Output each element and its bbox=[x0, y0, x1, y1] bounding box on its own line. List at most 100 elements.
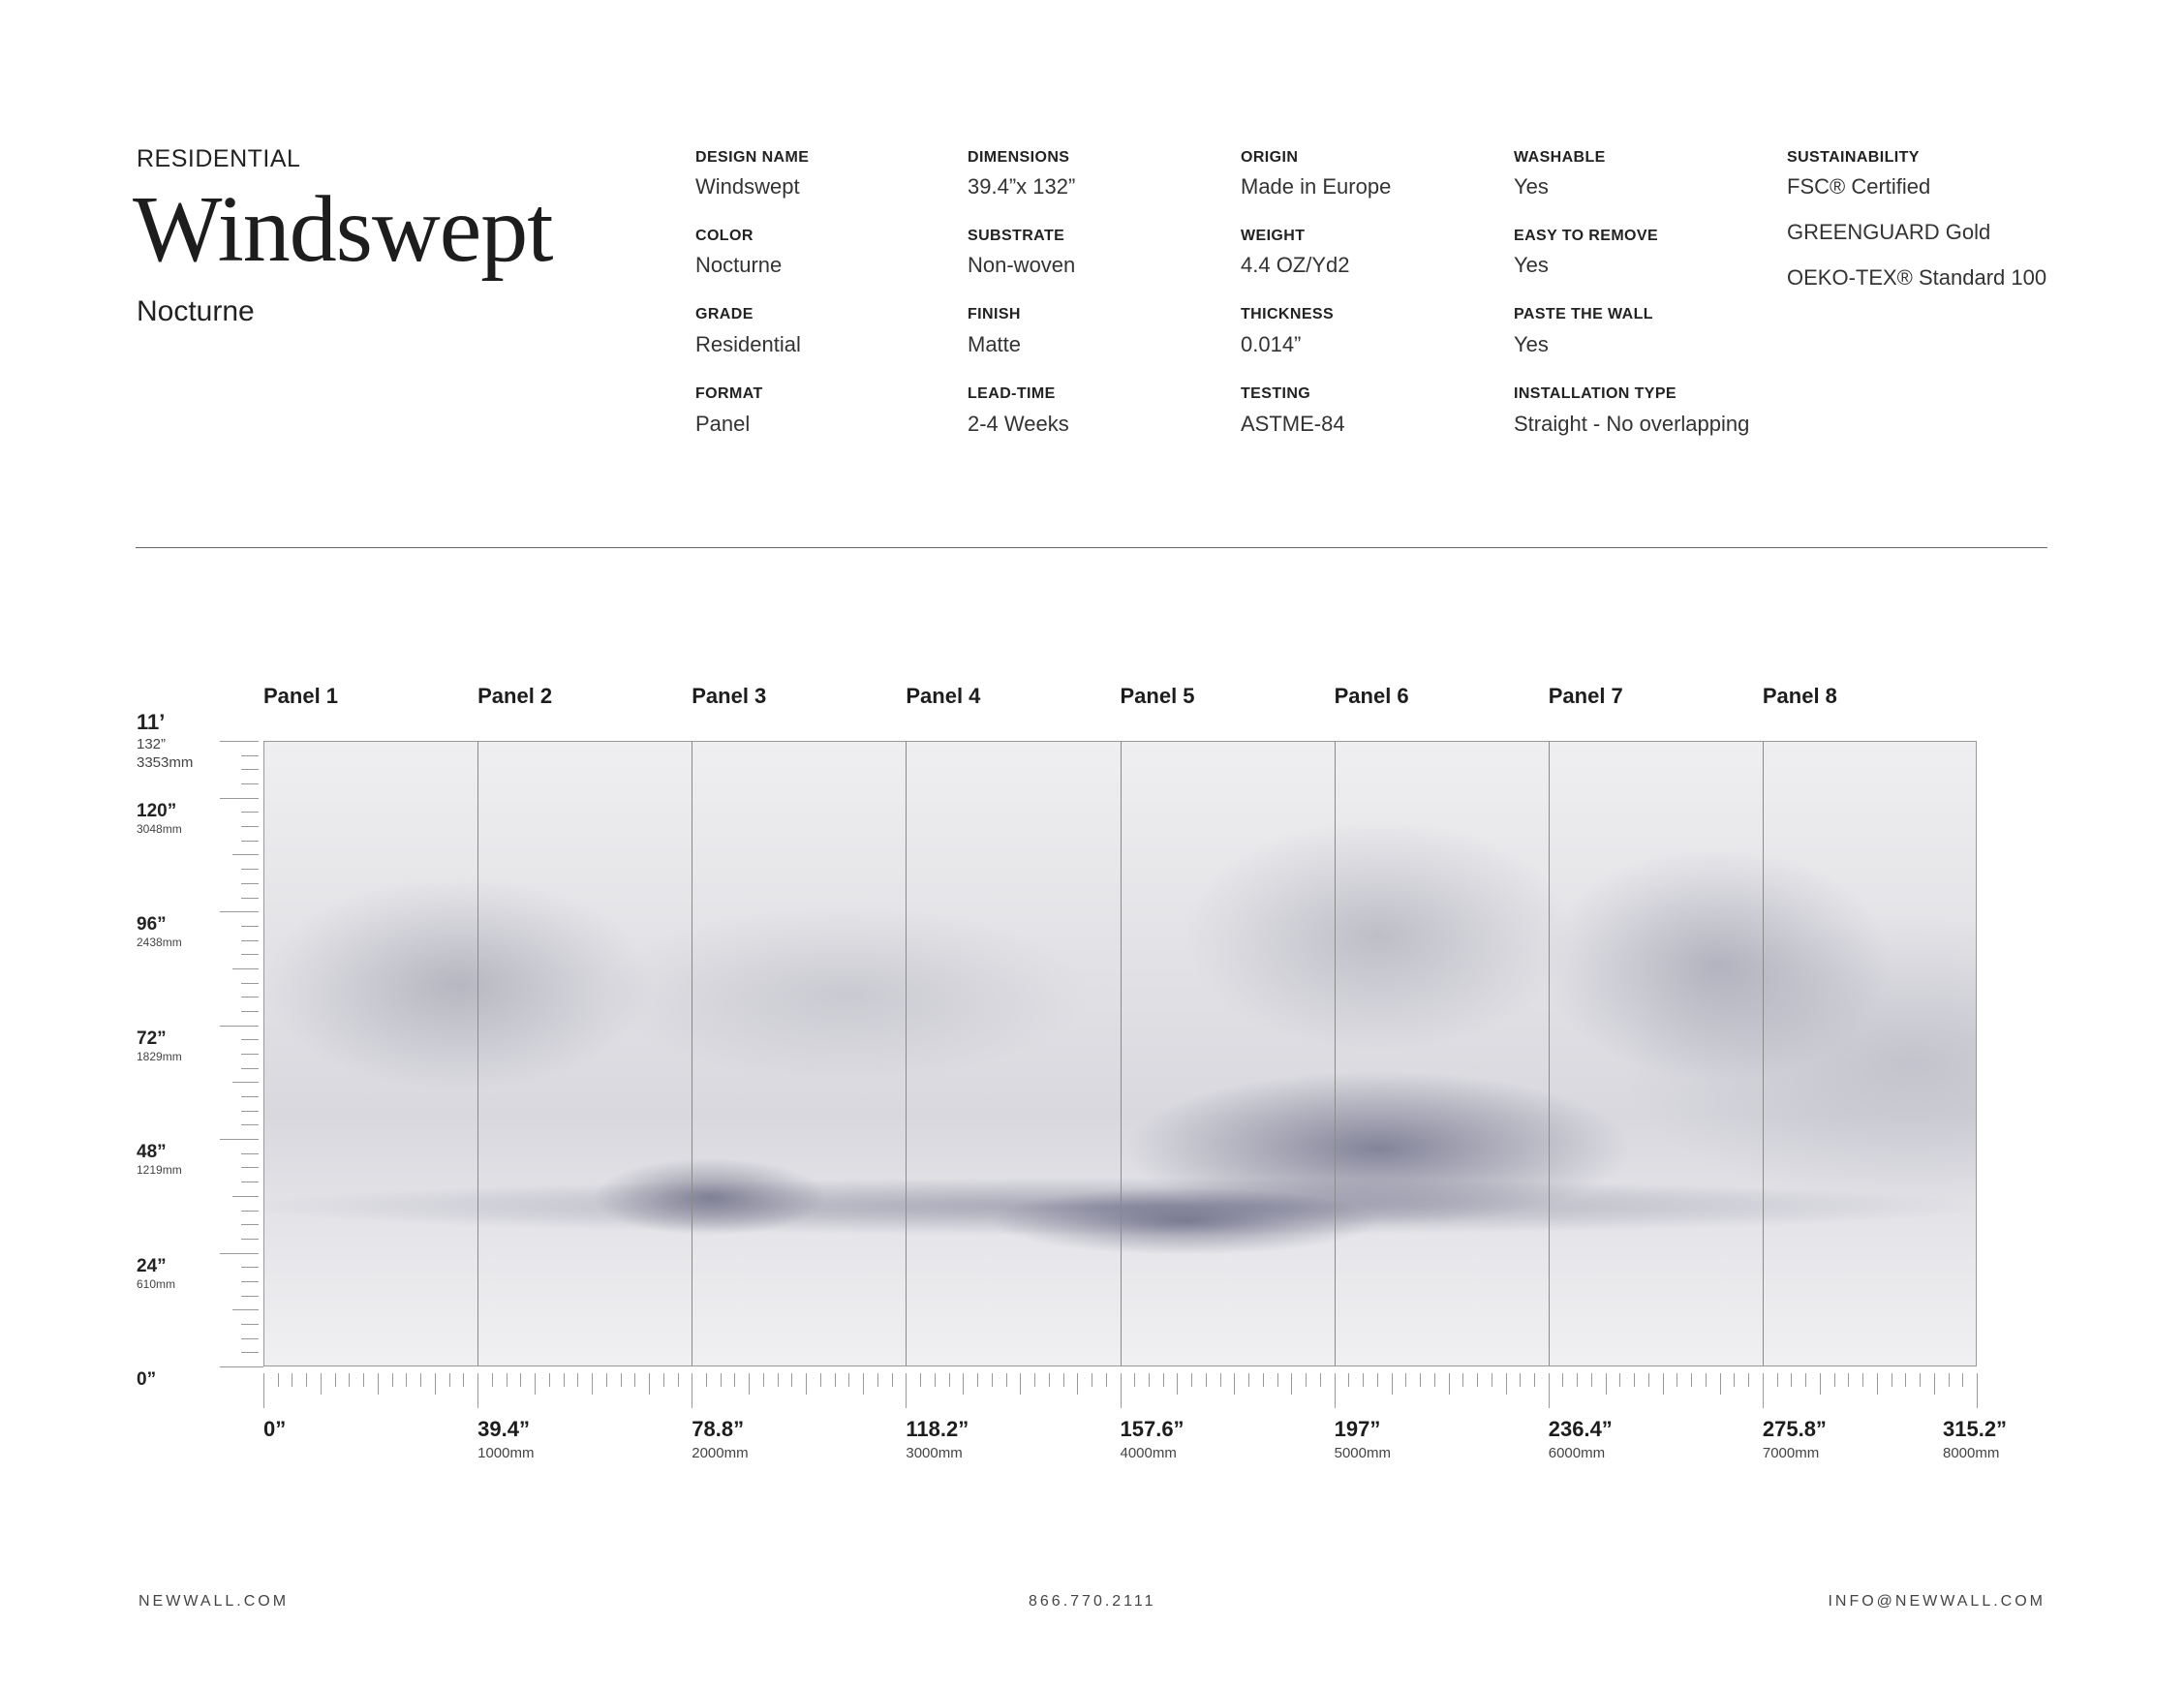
ruler-tick bbox=[349, 1373, 351, 1387]
ruler-tick bbox=[1462, 1373, 1464, 1387]
ruler-tick bbox=[1191, 1373, 1193, 1387]
ruler-tick bbox=[863, 1373, 865, 1395]
sustainability-item: FSC® Certified bbox=[1787, 174, 1931, 199]
ruler-tick bbox=[535, 1373, 537, 1395]
ruler-tick bbox=[1077, 1373, 1079, 1395]
width-mm-label: 3000mm bbox=[906, 1445, 963, 1461]
ruler-tick bbox=[1819, 1373, 1821, 1395]
spec-value: Residential bbox=[695, 332, 801, 356]
sustainability-label: SUSTAINABILITY bbox=[1787, 149, 1920, 166]
ruler-tick bbox=[1234, 1373, 1236, 1395]
panel-label: Panel 8 bbox=[1762, 684, 1837, 708]
ruler-tick bbox=[334, 1373, 336, 1387]
width-inches-label: 118.2” bbox=[906, 1417, 969, 1441]
width-inches-label: 0” bbox=[263, 1417, 287, 1441]
ruler-tick bbox=[241, 1323, 259, 1325]
ruler-tick bbox=[241, 1067, 259, 1069]
ruler-tick bbox=[1177, 1373, 1179, 1395]
ruler-tick bbox=[563, 1373, 565, 1387]
ruler-tick bbox=[391, 1373, 393, 1387]
ruler-tick bbox=[241, 769, 259, 771]
ruler-tick bbox=[241, 954, 259, 956]
ruler-tick bbox=[1876, 1373, 1878, 1395]
ruler-tick bbox=[991, 1373, 993, 1387]
ruler-tick bbox=[1548, 1373, 1550, 1408]
ruler-tick bbox=[263, 1373, 264, 1408]
ruler-tick bbox=[520, 1373, 522, 1387]
ruler-tick bbox=[634, 1373, 636, 1387]
panel-divider bbox=[1548, 742, 1550, 1366]
ruler-tick bbox=[241, 1295, 259, 1297]
height-inches-label: 48” bbox=[137, 1142, 167, 1163]
spec-value: Straight - No overlapping bbox=[1514, 412, 1750, 436]
width-mm-label: 4000mm bbox=[1120, 1445, 1177, 1461]
ruler-tick bbox=[220, 741, 259, 742]
sustainability-item: OEKO-TEX® Standard 100 bbox=[1787, 265, 2047, 290]
ruler-tick bbox=[1148, 1373, 1150, 1387]
ruler-tick bbox=[232, 854, 259, 856]
ruler-tick bbox=[241, 1280, 259, 1282]
ruler-tick bbox=[1477, 1373, 1479, 1387]
ruler-tick bbox=[1577, 1373, 1579, 1387]
height-mm-label: 3048mm bbox=[137, 821, 182, 836]
ruler-tick bbox=[1277, 1373, 1278, 1387]
spec-value: Made in Europe bbox=[1241, 174, 1392, 199]
spec-value: 2-4 Weeks bbox=[968, 412, 1069, 436]
ruler-tick bbox=[1433, 1373, 1435, 1387]
spec-label: THICKNESS bbox=[1241, 306, 1335, 322]
ruler-tick bbox=[662, 1373, 664, 1387]
height-mm-label: 1219mm bbox=[137, 1163, 182, 1178]
ruler-tick bbox=[977, 1373, 979, 1387]
ruler-tick bbox=[1762, 1373, 1764, 1408]
ruler-tick bbox=[241, 1238, 259, 1240]
ruler-tick bbox=[241, 1110, 259, 1112]
ruler-tick bbox=[220, 1139, 259, 1141]
ruler-tick bbox=[806, 1373, 808, 1395]
ruler-tick bbox=[232, 1309, 259, 1311]
ruler-tick bbox=[1719, 1373, 1721, 1395]
footer-website[interactable]: NEWWALL.COM bbox=[138, 1593, 290, 1610]
ruler-tick bbox=[220, 797, 259, 799]
ruler-tick bbox=[1676, 1373, 1678, 1387]
ruler-tick bbox=[1219, 1373, 1221, 1387]
width-mm-label: 7000mm bbox=[1762, 1445, 1820, 1461]
ruler-tick bbox=[241, 812, 259, 813]
spec-value: Yes bbox=[1514, 332, 1549, 356]
panel-label: Panel 3 bbox=[692, 684, 767, 708]
height-inches-label: 24” bbox=[137, 1255, 167, 1276]
ruler-tick bbox=[1705, 1373, 1707, 1387]
sustainability-item: GREENGUARD Gold bbox=[1787, 220, 1991, 244]
ruler-tick bbox=[906, 1373, 907, 1408]
ruler-tick bbox=[241, 882, 259, 884]
ruler-tick bbox=[934, 1373, 936, 1387]
width-inches-label: 39.4” bbox=[477, 1417, 530, 1441]
spec-label: EASY TO REMOVE bbox=[1514, 228, 1659, 244]
ruler-tick bbox=[241, 1352, 259, 1354]
ruler-tick bbox=[1734, 1373, 1736, 1387]
ruler-tick bbox=[877, 1373, 878, 1387]
spec-value: Matte bbox=[968, 332, 1022, 356]
ruler-tick bbox=[241, 869, 259, 871]
panel-divider bbox=[1120, 742, 1122, 1366]
category-label: RESIDENTIAL bbox=[137, 145, 301, 172]
ruler-tick bbox=[406, 1373, 408, 1387]
ruler-tick bbox=[1248, 1373, 1250, 1387]
footer-phone[interactable]: 866.770.2111 bbox=[1029, 1593, 1156, 1610]
width-inches-label: 236.4” bbox=[1548, 1417, 1613, 1441]
spec-label: PASTE THE WALL bbox=[1514, 306, 1653, 322]
ruler-tick bbox=[1420, 1373, 1422, 1387]
ruler-tick bbox=[241, 1224, 259, 1226]
height-inches-label: 72” bbox=[137, 1028, 167, 1049]
ruler-tick bbox=[241, 1167, 259, 1169]
height-inches-label: 120” bbox=[137, 800, 177, 821]
ruler-tick bbox=[232, 1195, 259, 1197]
height-inches-label: 132” bbox=[137, 736, 167, 752]
spec-value: Non-woven bbox=[968, 253, 1076, 277]
footer-email[interactable]: INFO@NEWWALL.COM bbox=[1828, 1593, 2046, 1610]
ruler-tick bbox=[677, 1373, 679, 1387]
spec-value: Yes bbox=[1514, 174, 1549, 199]
ruler-tick bbox=[592, 1373, 594, 1395]
panel-divider bbox=[1334, 742, 1336, 1366]
ruler-tick bbox=[1920, 1373, 1922, 1387]
ruler-tick bbox=[1647, 1373, 1649, 1387]
